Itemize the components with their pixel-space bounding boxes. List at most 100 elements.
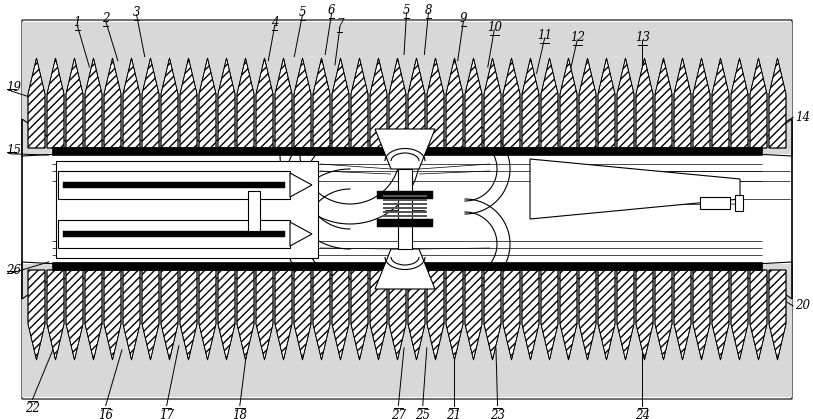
Polygon shape <box>294 270 311 360</box>
Bar <box>700 197 730 209</box>
Polygon shape <box>161 270 178 360</box>
Polygon shape <box>389 270 406 360</box>
Bar <box>58 171 290 199</box>
Polygon shape <box>598 58 615 148</box>
Polygon shape <box>769 270 786 360</box>
Bar <box>735 195 743 211</box>
Polygon shape <box>123 270 140 360</box>
Polygon shape <box>47 270 64 360</box>
Bar <box>63 231 285 237</box>
Polygon shape <box>104 58 121 148</box>
Polygon shape <box>351 58 368 148</box>
Polygon shape <box>142 58 159 148</box>
Polygon shape <box>294 58 311 148</box>
Text: 9: 9 <box>459 12 467 25</box>
Polygon shape <box>769 58 786 148</box>
Polygon shape <box>370 58 387 148</box>
Polygon shape <box>655 58 672 148</box>
Polygon shape <box>693 270 710 360</box>
Polygon shape <box>218 58 235 148</box>
Bar <box>383 211 427 213</box>
Polygon shape <box>560 270 577 360</box>
Polygon shape <box>427 270 444 360</box>
Polygon shape <box>375 249 435 289</box>
Polygon shape <box>256 270 273 360</box>
Polygon shape <box>522 58 539 148</box>
Polygon shape <box>731 270 748 360</box>
Polygon shape <box>85 58 102 148</box>
Polygon shape <box>446 270 463 360</box>
Text: 5: 5 <box>298 6 307 19</box>
Polygon shape <box>22 264 792 397</box>
Polygon shape <box>598 270 615 360</box>
Polygon shape <box>28 58 45 148</box>
Polygon shape <box>22 22 792 154</box>
Polygon shape <box>332 270 349 360</box>
Polygon shape <box>28 270 45 360</box>
Bar <box>56 161 318 258</box>
Text: 4: 4 <box>271 16 279 29</box>
Polygon shape <box>180 58 197 148</box>
Polygon shape <box>22 262 792 399</box>
Polygon shape <box>332 58 349 148</box>
Text: 18: 18 <box>233 409 247 419</box>
Text: 6: 6 <box>328 4 336 17</box>
Bar <box>377 219 433 227</box>
Text: 24: 24 <box>635 409 650 419</box>
Polygon shape <box>180 270 197 360</box>
Polygon shape <box>750 270 767 360</box>
Text: 8: 8 <box>424 4 433 17</box>
Polygon shape <box>617 58 634 148</box>
Polygon shape <box>275 58 292 148</box>
Polygon shape <box>123 58 140 148</box>
Polygon shape <box>731 58 748 148</box>
Text: 3: 3 <box>133 6 141 19</box>
Text: 15: 15 <box>7 144 21 158</box>
Bar <box>383 203 427 205</box>
Polygon shape <box>199 270 216 360</box>
Polygon shape <box>370 270 387 360</box>
Polygon shape <box>465 58 482 148</box>
Polygon shape <box>427 58 444 148</box>
Polygon shape <box>66 58 83 148</box>
Polygon shape <box>22 20 792 156</box>
Polygon shape <box>712 58 729 148</box>
Text: 11: 11 <box>537 29 552 42</box>
Polygon shape <box>484 58 501 148</box>
Text: 23: 23 <box>490 409 505 419</box>
Polygon shape <box>104 270 121 360</box>
Polygon shape <box>375 129 435 169</box>
Polygon shape <box>522 270 539 360</box>
Text: 19: 19 <box>7 81 21 95</box>
Polygon shape <box>636 270 653 360</box>
Bar <box>377 191 433 199</box>
Polygon shape <box>256 58 273 148</box>
Polygon shape <box>579 270 596 360</box>
Polygon shape <box>465 270 482 360</box>
Polygon shape <box>446 58 463 148</box>
Bar <box>58 220 290 248</box>
Bar <box>248 191 260 231</box>
Bar <box>63 182 285 188</box>
Polygon shape <box>636 58 653 148</box>
Polygon shape <box>237 58 254 148</box>
Polygon shape <box>674 58 691 148</box>
Text: 26: 26 <box>7 264 21 277</box>
Polygon shape <box>161 58 178 148</box>
Bar <box>383 199 427 201</box>
Text: 14: 14 <box>795 111 810 124</box>
Text: 1: 1 <box>73 16 81 29</box>
Polygon shape <box>408 58 425 148</box>
Polygon shape <box>47 58 64 148</box>
Bar <box>52 147 762 155</box>
Polygon shape <box>408 270 425 360</box>
Polygon shape <box>290 173 312 197</box>
Polygon shape <box>351 270 368 360</box>
Bar <box>383 207 427 209</box>
Polygon shape <box>389 58 406 148</box>
Polygon shape <box>313 270 330 360</box>
Text: 27: 27 <box>391 409 406 419</box>
Bar <box>383 195 427 197</box>
Text: 25: 25 <box>415 409 430 419</box>
Polygon shape <box>275 270 292 360</box>
